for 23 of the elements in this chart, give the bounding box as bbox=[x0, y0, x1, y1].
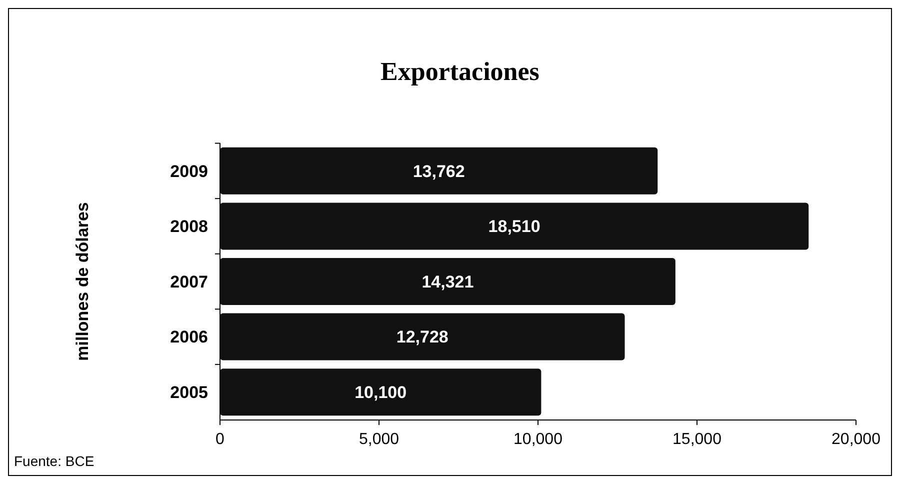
data-label: 18,510 bbox=[488, 217, 540, 236]
y-tick-label: 2008 bbox=[170, 217, 208, 236]
y-axis-title: millones de dólares bbox=[73, 202, 92, 361]
data-label: 14,321 bbox=[422, 272, 474, 292]
y-tick-label: 2006 bbox=[170, 328, 208, 347]
x-tick-label: 10,000 bbox=[514, 431, 563, 448]
y-tick-label: 2005 bbox=[170, 383, 208, 402]
bar bbox=[220, 368, 542, 416]
chart-title: Exportaciones bbox=[380, 57, 540, 86]
x-tick-label: 5,000 bbox=[358, 431, 400, 448]
bar bbox=[220, 147, 658, 194]
x-tick-label: 0 bbox=[216, 431, 225, 448]
data-label: 12,728 bbox=[396, 328, 448, 347]
bar bbox=[220, 258, 676, 305]
data-label: 13,762 bbox=[412, 162, 465, 181]
x-tick-label: 20,000 bbox=[832, 431, 881, 448]
x-tick-label: 15,000 bbox=[672, 431, 722, 448]
source-note: Fuente: BCE bbox=[14, 453, 94, 469]
bar bbox=[220, 313, 625, 360]
y-tick-label: 2009 bbox=[170, 162, 208, 181]
data-label: 10,100 bbox=[354, 383, 407, 402]
bar bbox=[220, 202, 809, 250]
y-tick-label: 2007 bbox=[170, 272, 208, 292]
